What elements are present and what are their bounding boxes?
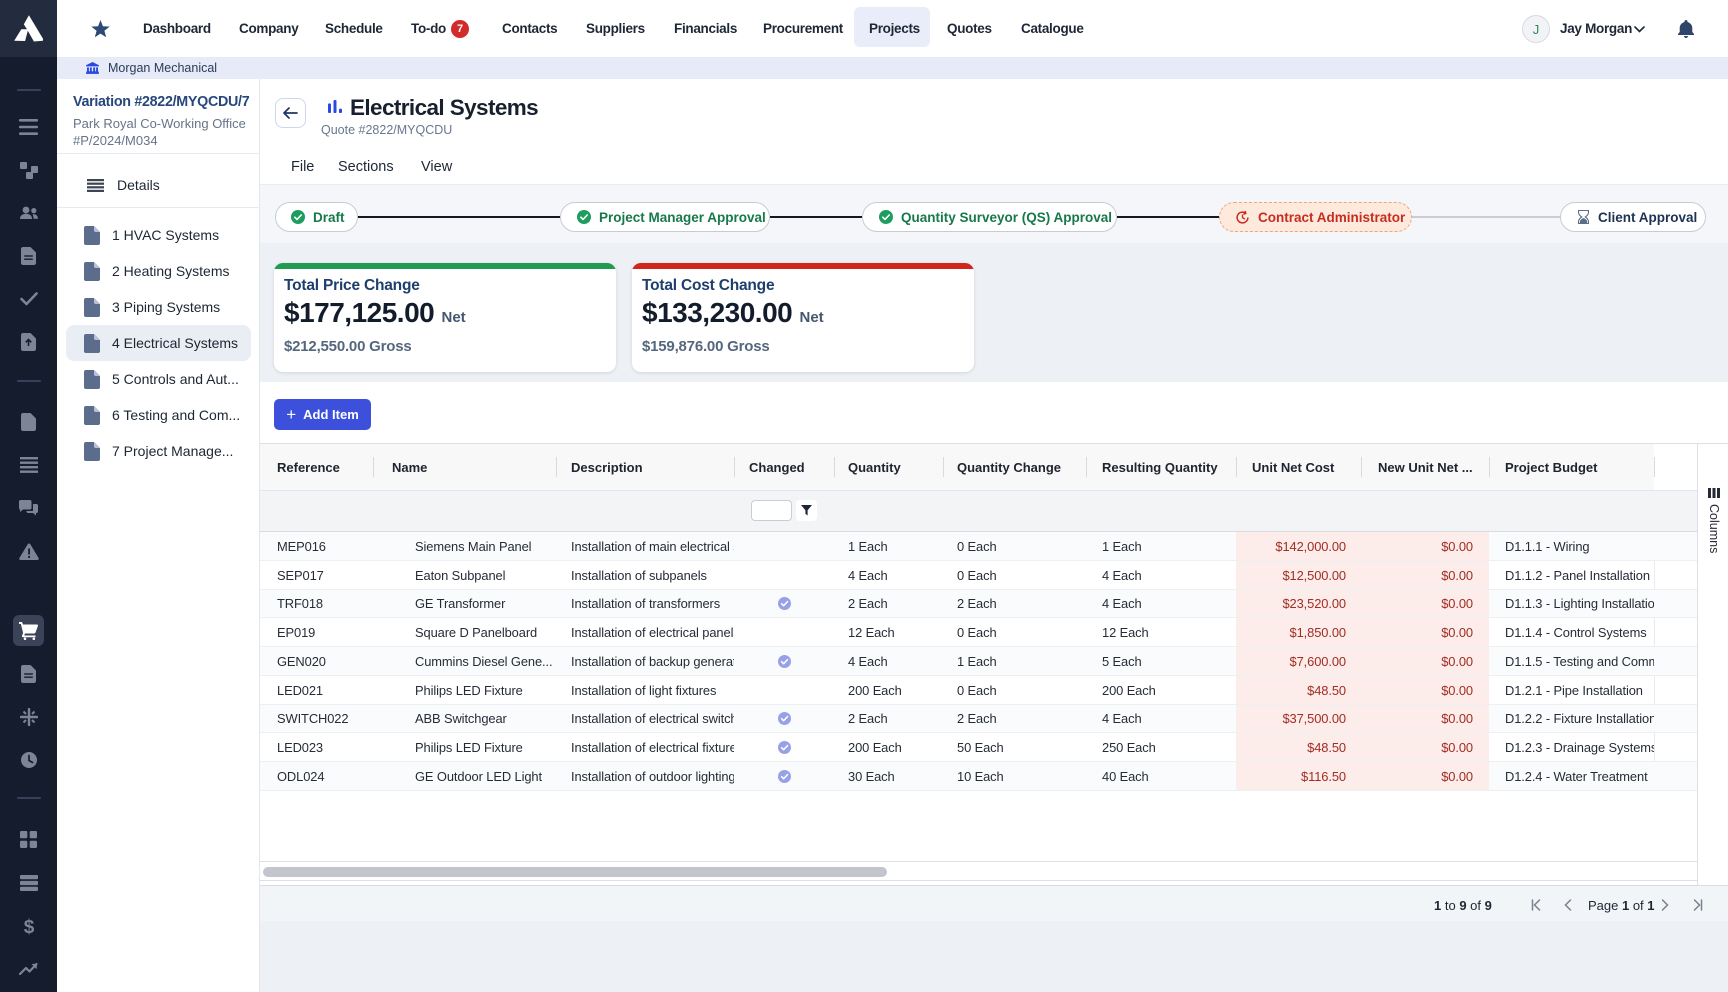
svg-text:$: $ — [23, 917, 34, 936]
